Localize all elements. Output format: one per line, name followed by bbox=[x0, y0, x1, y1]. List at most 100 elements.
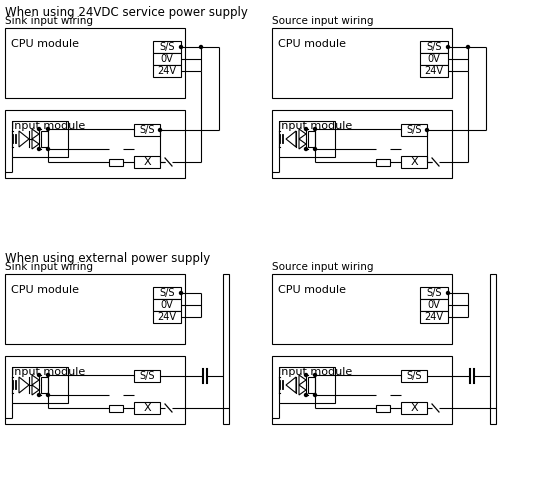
Bar bbox=[420, 53, 448, 65]
Bar bbox=[272, 356, 452, 424]
Bar bbox=[401, 124, 427, 136]
Text: 24V: 24V bbox=[157, 312, 177, 322]
Bar bbox=[376, 405, 390, 412]
Text: X: X bbox=[410, 157, 418, 167]
Circle shape bbox=[467, 46, 469, 49]
Bar bbox=[5, 28, 185, 98]
Bar bbox=[401, 402, 427, 414]
Bar bbox=[308, 377, 315, 393]
Bar bbox=[223, 274, 229, 424]
Text: Input module: Input module bbox=[278, 367, 352, 377]
Text: S/S: S/S bbox=[139, 371, 155, 381]
Bar bbox=[5, 110, 185, 178]
Circle shape bbox=[179, 46, 183, 49]
Text: 0V: 0V bbox=[161, 300, 173, 310]
Circle shape bbox=[200, 46, 202, 49]
Circle shape bbox=[47, 128, 49, 131]
Bar bbox=[308, 131, 315, 147]
Text: S/S: S/S bbox=[426, 288, 442, 298]
Bar bbox=[272, 28, 452, 98]
Bar bbox=[420, 65, 448, 77]
Circle shape bbox=[314, 374, 316, 377]
Bar bbox=[153, 287, 181, 299]
Text: S/S: S/S bbox=[407, 125, 422, 135]
Bar bbox=[5, 356, 185, 424]
Text: 24V: 24V bbox=[425, 66, 444, 76]
Circle shape bbox=[304, 128, 308, 131]
Text: When using 24VDC service power supply: When using 24VDC service power supply bbox=[5, 6, 248, 19]
Bar bbox=[401, 156, 427, 168]
Circle shape bbox=[38, 148, 40, 151]
Circle shape bbox=[304, 148, 308, 151]
Circle shape bbox=[38, 394, 40, 397]
Bar bbox=[279, 367, 335, 403]
Circle shape bbox=[314, 148, 316, 151]
Bar bbox=[109, 405, 123, 412]
Bar bbox=[134, 124, 160, 136]
Bar bbox=[153, 299, 181, 311]
Circle shape bbox=[304, 374, 308, 377]
Circle shape bbox=[304, 394, 308, 397]
Text: S/S: S/S bbox=[426, 42, 442, 52]
Bar bbox=[134, 156, 160, 168]
Bar bbox=[153, 53, 181, 65]
Circle shape bbox=[446, 46, 449, 49]
Circle shape bbox=[158, 129, 162, 132]
Bar bbox=[490, 274, 496, 424]
Circle shape bbox=[47, 148, 49, 151]
Circle shape bbox=[47, 374, 49, 377]
Bar bbox=[376, 159, 390, 166]
Text: Sink input wiring: Sink input wiring bbox=[5, 262, 93, 272]
Bar bbox=[420, 299, 448, 311]
Text: When using external power supply: When using external power supply bbox=[5, 252, 211, 265]
Circle shape bbox=[314, 394, 316, 397]
Text: 24V: 24V bbox=[157, 66, 177, 76]
Bar bbox=[5, 274, 185, 344]
Text: 24V: 24V bbox=[425, 312, 444, 322]
Circle shape bbox=[314, 128, 316, 131]
Text: CPU module: CPU module bbox=[278, 285, 346, 295]
Text: Input module: Input module bbox=[11, 367, 85, 377]
Bar bbox=[153, 65, 181, 77]
Bar bbox=[153, 41, 181, 53]
Circle shape bbox=[38, 128, 40, 131]
Circle shape bbox=[446, 292, 449, 295]
Text: CPU module: CPU module bbox=[278, 39, 346, 49]
Text: S/S: S/S bbox=[159, 288, 175, 298]
Bar bbox=[420, 41, 448, 53]
Bar bbox=[401, 370, 427, 382]
Bar bbox=[41, 377, 48, 393]
Text: S/S: S/S bbox=[139, 125, 155, 135]
Bar bbox=[153, 311, 181, 323]
Bar bbox=[272, 110, 452, 178]
Circle shape bbox=[47, 394, 49, 397]
Text: S/S: S/S bbox=[159, 42, 175, 52]
Text: Source input wiring: Source input wiring bbox=[272, 16, 374, 26]
Text: X: X bbox=[143, 157, 151, 167]
Circle shape bbox=[425, 129, 429, 132]
Bar bbox=[279, 121, 335, 157]
Circle shape bbox=[38, 374, 40, 377]
Bar bbox=[134, 402, 160, 414]
Circle shape bbox=[179, 292, 183, 295]
Text: Input module: Input module bbox=[11, 121, 85, 131]
Text: Source input wiring: Source input wiring bbox=[272, 262, 374, 272]
Bar bbox=[420, 311, 448, 323]
Text: Input module: Input module bbox=[278, 121, 352, 131]
Bar bbox=[109, 159, 123, 166]
Bar bbox=[12, 367, 68, 403]
Text: 0V: 0V bbox=[427, 54, 440, 64]
Text: CPU module: CPU module bbox=[11, 285, 79, 295]
Bar bbox=[420, 287, 448, 299]
Bar bbox=[12, 121, 68, 157]
Text: Sink input wiring: Sink input wiring bbox=[5, 16, 93, 26]
Text: 0V: 0V bbox=[161, 54, 173, 64]
Text: X: X bbox=[143, 403, 151, 413]
Text: X: X bbox=[410, 403, 418, 413]
Text: CPU module: CPU module bbox=[11, 39, 79, 49]
Bar bbox=[272, 274, 452, 344]
Bar bbox=[41, 131, 48, 147]
Bar bbox=[134, 370, 160, 382]
Text: 0V: 0V bbox=[427, 300, 440, 310]
Text: S/S: S/S bbox=[407, 371, 422, 381]
